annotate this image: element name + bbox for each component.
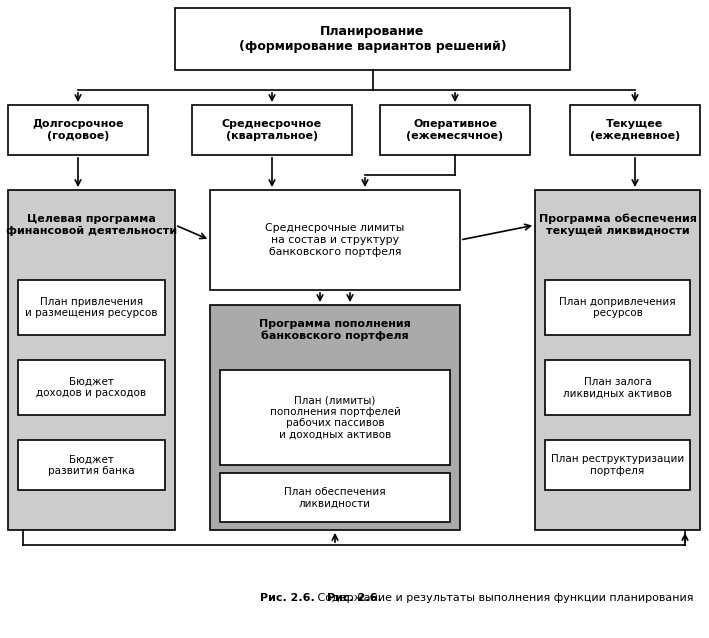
Text: План реструктуризации
портфеля: План реструктуризации портфеля — [551, 454, 684, 476]
Text: Текущее
(ежедневное): Текущее (ежедневное) — [590, 119, 680, 141]
Bar — [545, 360, 690, 415]
Text: Рис. 2.6.: Рис. 2.6. — [327, 593, 382, 603]
Text: План обеспечения
ликвидности: План обеспечения ликвидности — [284, 487, 386, 508]
Bar — [545, 440, 690, 490]
Text: Среднесрочные лимиты
на состав и структуру
банковского портфеля: Среднесрочные лимиты на состав и структу… — [265, 223, 405, 256]
Bar — [210, 305, 460, 530]
Bar — [192, 105, 352, 155]
Text: Рис. 2.6.: Рис. 2.6. — [259, 593, 315, 603]
Bar — [545, 280, 690, 335]
Text: План залога
ликвидных активов: План залога ликвидных активов — [563, 376, 672, 398]
Bar — [570, 105, 700, 155]
Bar — [8, 190, 175, 530]
Bar — [18, 280, 165, 335]
Bar — [210, 190, 460, 290]
Bar — [220, 370, 450, 465]
Text: План (лимиты)
пополнения портфелей
рабочих пассивов
и доходных активов: План (лимиты) пополнения портфелей рабоч… — [269, 395, 401, 440]
Text: Целевая программа
финансовой деятельности: Целевая программа финансовой деятельност… — [6, 214, 177, 236]
Bar — [18, 440, 165, 490]
Text: Бюджет
доходов и расходов: Бюджет доходов и расходов — [36, 376, 147, 398]
Text: Содержание и результаты выполнения функции планирования: Содержание и результаты выполнения функц… — [315, 593, 694, 603]
Text: Среднесрочное
(квартальное): Среднесрочное (квартальное) — [222, 119, 322, 141]
Bar — [175, 8, 570, 70]
Bar — [18, 360, 165, 415]
Text: Долгосрочное
(годовое): Долгосрочное (годовое) — [32, 119, 124, 141]
Text: Бюджет
развития банка: Бюджет развития банка — [48, 454, 135, 476]
Bar — [535, 190, 700, 530]
Text: Оперативное
(ежемесячное): Оперативное (ежемесячное) — [406, 119, 503, 141]
Text: Программа обеспечения
текущей ликвидности: Программа обеспечения текущей ликвидност… — [539, 214, 696, 236]
Text: Планирование
(формирование вариантов решений): Планирование (формирование вариантов реш… — [239, 25, 506, 53]
Bar — [220, 473, 450, 522]
Text: Программа пополнения
банковского портфеля: Программа пополнения банковского портфел… — [259, 319, 411, 341]
Bar — [380, 105, 530, 155]
Bar — [8, 105, 148, 155]
Text: План привлечения
и размещения ресурсов: План привлечения и размещения ресурсов — [26, 297, 157, 318]
Text: План допривлечения
ресурсов: План допривлечения ресурсов — [559, 297, 676, 318]
